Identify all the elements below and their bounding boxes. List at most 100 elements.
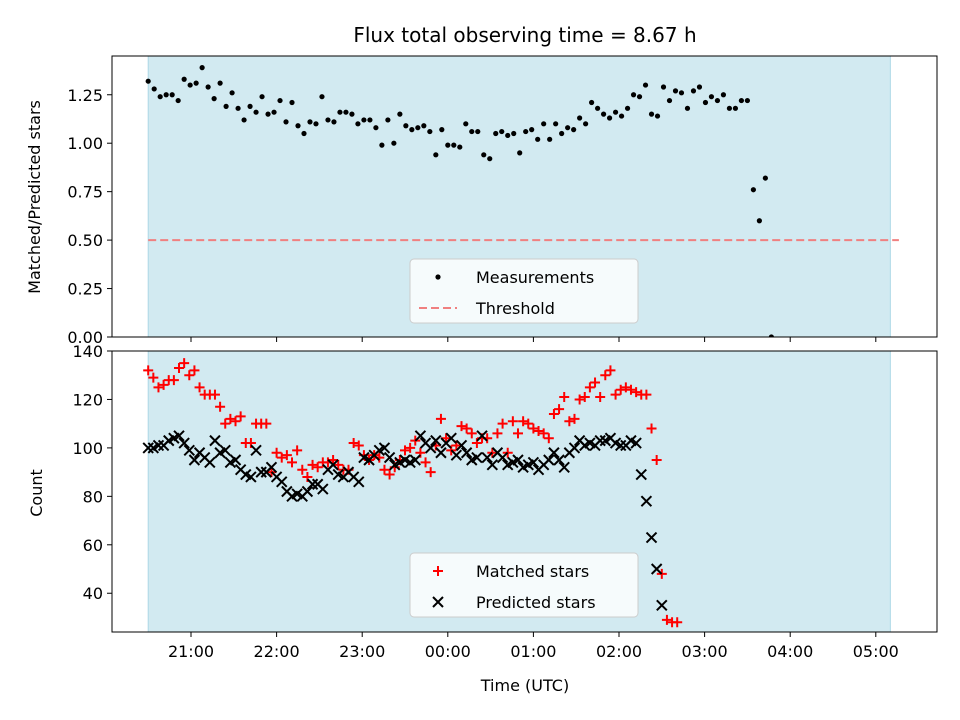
measurement-point [678, 90, 685, 96]
measurement-point [696, 84, 703, 90]
measurement-point [433, 152, 439, 158]
measurement-point [415, 125, 421, 131]
y-tick-label: 0.25 [67, 280, 103, 299]
measurement-point [199, 65, 205, 71]
measurement-point [690, 88, 697, 94]
measurement-point [265, 111, 271, 117]
matched-star-point [405, 442, 416, 453]
legend-label: Matched stars [476, 562, 589, 581]
matched-star-point [230, 416, 241, 427]
measurement-point [523, 128, 529, 135]
matched-star-point [569, 413, 580, 424]
y-tick-label: 0.00 [67, 328, 103, 347]
matched-star-point [595, 392, 606, 403]
matched-star-point [158, 379, 169, 390]
matched-star-point [497, 418, 508, 429]
matched-star-point [148, 372, 159, 383]
matched-star-point [184, 370, 195, 381]
predicted-star-point [276, 476, 288, 488]
matched-star-point [307, 459, 318, 470]
matched-star-point [523, 418, 534, 429]
measurement-point [541, 121, 547, 127]
measurement-point [421, 123, 427, 129]
measurement-point [349, 111, 355, 117]
measurement-point [589, 99, 595, 106]
predicted-star-point [301, 485, 314, 498]
measurement-point [571, 127, 577, 133]
measurement-point [535, 136, 541, 142]
measurement-point [271, 109, 277, 115]
legend-marker [432, 596, 444, 608]
matched-star-point [672, 617, 683, 628]
measurement-point [163, 92, 169, 98]
predicted-star-point [173, 430, 185, 442]
x-axis-label: Time (UTC) [480, 676, 569, 695]
measurement-point [684, 105, 691, 111]
predicted-star-point [383, 451, 396, 464]
measurement-point [205, 84, 211, 90]
measurement-point [331, 119, 337, 125]
y-tick-label: 40 [83, 584, 103, 603]
measurement-point [247, 103, 253, 109]
x-tick-label: 00:00 [425, 642, 471, 661]
measurement-point [636, 94, 643, 100]
ratio-panel: 0.00 0.25 0.50 0.75 1.00 1.25 Measurements Thre… [67, 55, 938, 347]
matched-star-point [518, 416, 529, 427]
predicted-star-point [455, 439, 468, 452]
measurement-point [427, 128, 433, 135]
matched-star-point [610, 389, 621, 400]
matched-star-point [143, 365, 154, 376]
measurement-point [403, 123, 409, 129]
measurement-point [672, 88, 679, 94]
matched-star-point [456, 421, 467, 432]
measurement-point [529, 127, 535, 133]
measurement-point [756, 218, 762, 224]
y-tick-label: 100 [72, 439, 103, 458]
legend-marker [435, 274, 441, 280]
chart-title: Flux total observing time = 8.67 h [353, 23, 696, 47]
matched-star-point [353, 440, 364, 451]
measurement-point [469, 128, 475, 135]
measurement-point [187, 82, 193, 88]
measurement-point [175, 97, 181, 104]
measurement-point [738, 97, 745, 104]
predicted-star-point [306, 478, 319, 490]
count-axis-label: Count [27, 469, 46, 517]
predicted-star-point [255, 466, 267, 478]
matched-star-point [564, 416, 575, 427]
measurement-point [559, 130, 565, 137]
measurement-point [157, 94, 163, 100]
x-tick-label: 01:00 [510, 642, 556, 661]
matched-star-point [651, 455, 662, 466]
measurement-point [253, 109, 259, 115]
predicted-star-point [188, 454, 201, 466]
measurement-point [499, 128, 505, 135]
measurement-point [768, 334, 774, 337]
predicted-star-point [630, 437, 642, 449]
measurement-point [505, 132, 511, 139]
predicted-star-point [553, 454, 565, 466]
predicted-star-point [152, 439, 165, 452]
matched-star-point [333, 459, 344, 470]
measurement-point [409, 127, 415, 133]
predicted-star-point [378, 442, 391, 454]
measurement-point [193, 80, 199, 86]
predicted-star-point [645, 531, 658, 544]
measurement-point [325, 117, 331, 123]
predicted-star-point [615, 439, 627, 452]
matched-star-point [292, 445, 303, 456]
y-tick-label: 0.75 [67, 183, 103, 202]
measurement-point [493, 130, 499, 137]
measurement-point [457, 144, 463, 150]
predicted-star-point [481, 451, 493, 464]
matched-star-point [194, 382, 205, 393]
measurement-point [241, 117, 247, 123]
measurement-point [313, 121, 319, 127]
measurement-point [732, 105, 739, 111]
measurement-point [283, 119, 289, 125]
x-tick-label: 22:00 [254, 642, 300, 661]
matched-star-point [189, 365, 200, 376]
matched-star-point [538, 428, 549, 439]
measurement-point [660, 84, 667, 90]
matched-star-point [605, 365, 616, 376]
